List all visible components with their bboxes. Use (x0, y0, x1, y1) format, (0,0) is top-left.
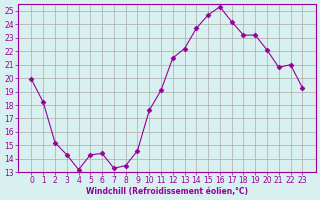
X-axis label: Windchill (Refroidissement éolien,°C): Windchill (Refroidissement éolien,°C) (86, 187, 248, 196)
